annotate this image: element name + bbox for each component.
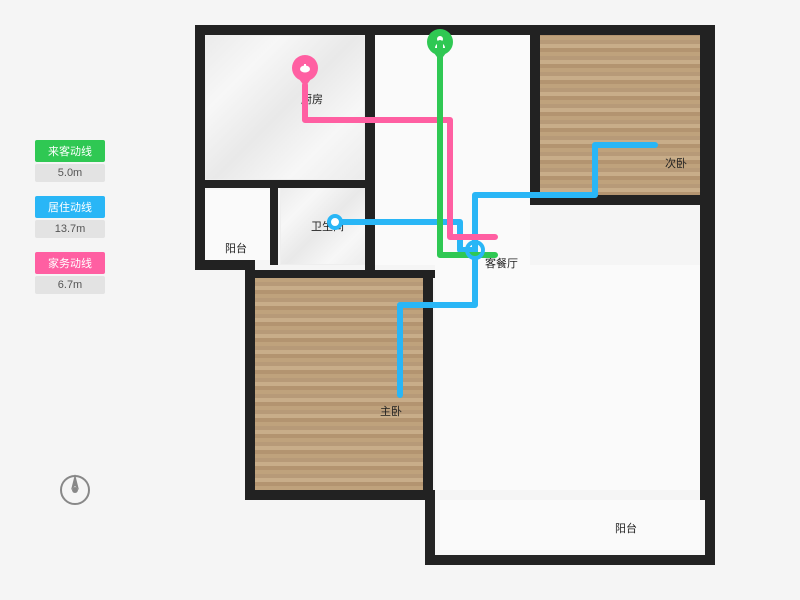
- wall: [245, 260, 255, 500]
- legend-value: 13.7m: [35, 220, 105, 238]
- room-label: 卫生间: [311, 218, 344, 234]
- stage: 来客动线 5.0m 居住动线 13.7m 家务动线 6.7m 阳台主卧次卧客餐厅…: [0, 0, 800, 600]
- wall: [530, 195, 710, 205]
- room-living_s: [435, 265, 700, 490]
- flow-start-chores-icon: [292, 55, 318, 81]
- room-label: 阳台: [225, 240, 247, 256]
- room-bedroom2: 次卧: [540, 35, 700, 200]
- wall: [425, 555, 715, 565]
- wall: [425, 490, 435, 565]
- floor-plan: 阳台主卧次卧客餐厅卫生间阳台厨房: [195, 25, 715, 570]
- room-living: 客餐厅: [375, 35, 530, 265]
- wall: [195, 260, 250, 270]
- wall: [255, 270, 435, 278]
- wall: [700, 25, 715, 205]
- wall: [245, 490, 435, 500]
- legend-item-chores: 家务动线 6.7m: [35, 252, 115, 294]
- wall: [195, 25, 205, 270]
- wall: [270, 180, 278, 265]
- wall: [195, 25, 715, 35]
- legend-label: 家务动线: [35, 252, 105, 274]
- wall: [705, 490, 715, 565]
- room-label: 主卧: [380, 403, 402, 419]
- wall: [530, 25, 540, 205]
- room-label: 厨房: [301, 91, 323, 107]
- legend-item-living: 居住动线 13.7m: [35, 196, 115, 238]
- flow-start-guest-icon: [427, 29, 453, 55]
- legend-value: 5.0m: [35, 164, 105, 182]
- legend-label: 居住动线: [35, 196, 105, 218]
- room-balcony_nw: 阳台: [205, 190, 270, 260]
- legend-label: 来客动线: [35, 140, 105, 162]
- room-bathroom: 卫生间: [280, 185, 370, 265]
- wall: [700, 200, 715, 500]
- wall: [195, 180, 375, 188]
- room-label: 次卧: [665, 155, 687, 171]
- room-balcony_s: 阳台: [440, 500, 700, 550]
- room-bedroom1: 主卧: [255, 275, 425, 490]
- compass-icon: [55, 470, 95, 510]
- room-label: 阳台: [615, 520, 637, 536]
- legend-value: 6.7m: [35, 276, 105, 294]
- legend-item-guest: 来客动线 5.0m: [35, 140, 115, 182]
- legend: 来客动线 5.0m 居住动线 13.7m 家务动线 6.7m: [35, 140, 115, 308]
- room-kitchen: 厨房: [205, 35, 365, 180]
- wall: [365, 25, 375, 270]
- room-label: 客餐厅: [485, 255, 518, 271]
- wall: [423, 270, 433, 495]
